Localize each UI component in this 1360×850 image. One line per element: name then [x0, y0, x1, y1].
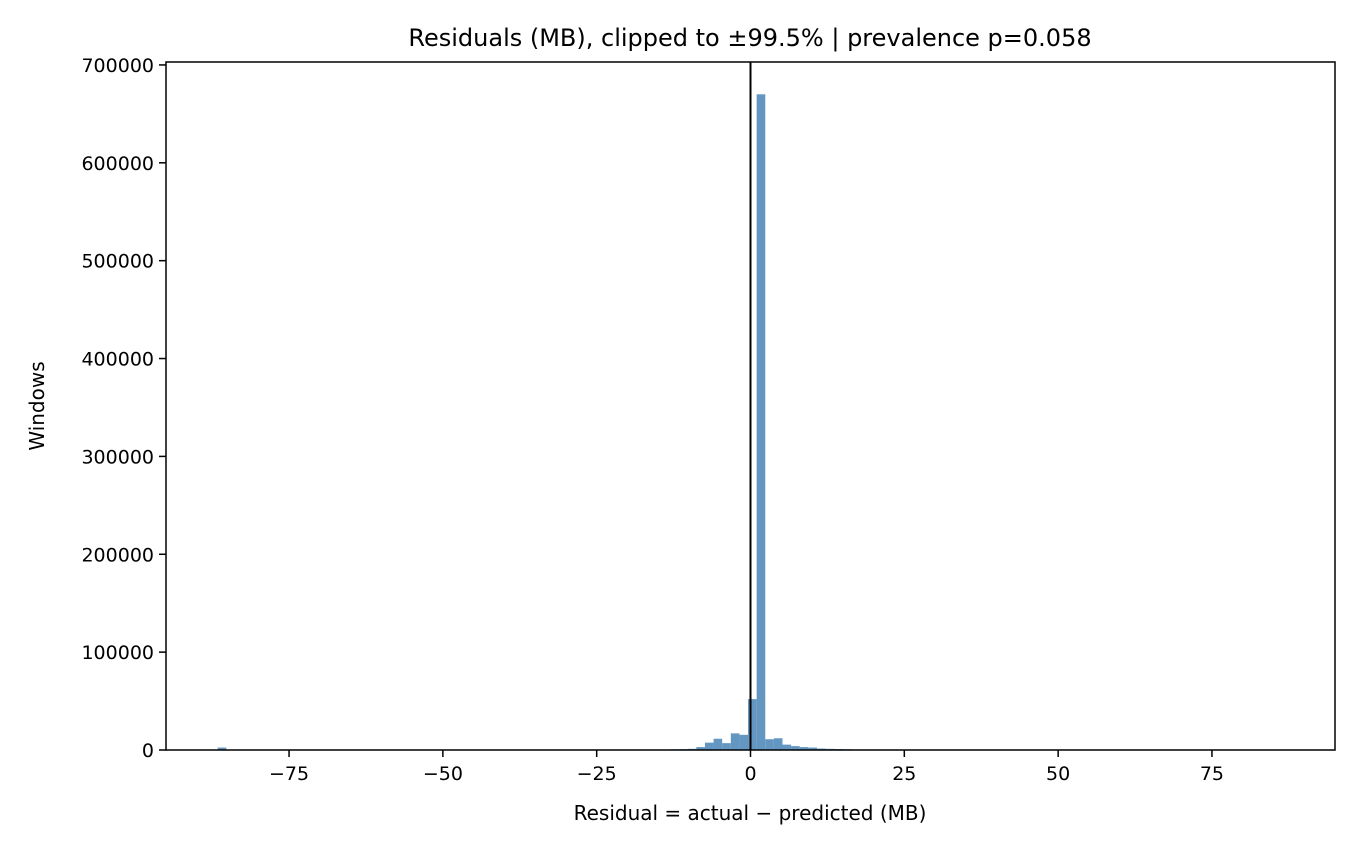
- x-tick-label-4: 25: [892, 763, 916, 785]
- histogram-bar-14: [782, 744, 792, 750]
- histogram-bars: [217, 94, 852, 750]
- y-tick-label-4: 400000: [81, 349, 154, 371]
- histogram-bar-8: [730, 733, 740, 750]
- y-axis-ticks: 0 100000 200000 300000 400000 500000 600000 700…: [81, 55, 166, 762]
- x-axis-label: Residual = actual − predicted (MB): [574, 801, 927, 825]
- x-tick-label-1: −50: [423, 763, 463, 785]
- x-tick-label-6: 75: [1200, 763, 1224, 785]
- y-tick-label-1: 100000: [81, 642, 154, 664]
- histogram-bar-9: [739, 734, 749, 750]
- histogram-bar-17: [808, 747, 817, 750]
- histogram-bar-16: [799, 747, 809, 750]
- x-axis-ticks: −75 −50 −25 0 25 50 75: [269, 750, 1224, 785]
- y-tick-label-5: 500000: [81, 251, 154, 273]
- histogram-bar-11: [756, 94, 766, 750]
- histogram-bar-13: [773, 738, 783, 750]
- y-tick-label-3: 300000: [81, 446, 154, 468]
- y-tick-label-7: 700000: [81, 55, 154, 77]
- x-tick-label-0: −75: [269, 763, 309, 785]
- y-tick-label-2: 200000: [81, 544, 154, 566]
- y-tick-label-0: 0: [142, 740, 154, 762]
- histogram-bar-12: [765, 739, 774, 750]
- histogram-bar-0: [217, 747, 227, 750]
- histogram-bar-5: [704, 742, 714, 750]
- y-tick-label-6: 600000: [81, 153, 154, 175]
- histogram-bar-7: [722, 743, 731, 750]
- histogram-bar-10: [748, 699, 757, 750]
- x-tick-label-3: 0: [744, 763, 756, 785]
- histogram-bar-6: [713, 738, 723, 750]
- x-tick-label-2: −25: [577, 763, 617, 785]
- y-axis-label: Windows: [25, 361, 49, 450]
- x-tick-label-5: 50: [1046, 763, 1070, 785]
- histogram-bar-15: [791, 746, 800, 750]
- chart-title: Residuals (MB), clipped to ±99.5% | prev…: [408, 24, 1091, 52]
- histogram-bar-4: [696, 747, 705, 750]
